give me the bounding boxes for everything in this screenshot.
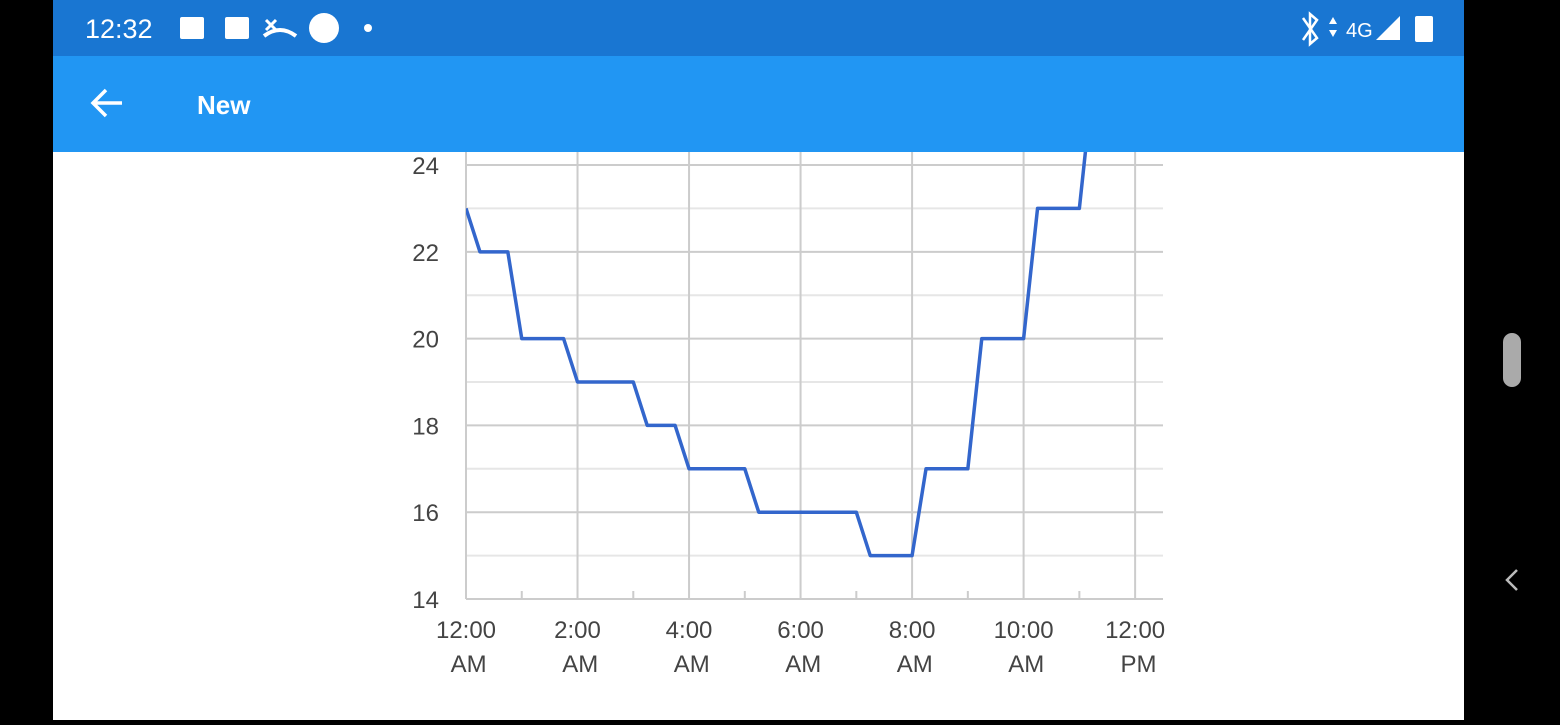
status-time: 12:32 [85, 14, 153, 44]
x-tick-label: 8:00 AM [889, 617, 936, 678]
y-tick-label: 20 [412, 327, 439, 354]
scroll-handle[interactable] [1503, 333, 1521, 387]
status-icons: 4G [180, 11, 1433, 47]
x-tick-label: 12:00 PM [1105, 617, 1165, 678]
status-bar [53, 0, 1464, 56]
y-tick-label: 14 [412, 587, 439, 614]
y-tick-label: 24 [412, 153, 439, 180]
x-tick-label: 2:00 AM [554, 617, 601, 678]
y-tick-label: 16 [412, 500, 439, 527]
x-tick-label: 6:00 AM [777, 617, 824, 678]
content [53, 152, 1464, 720]
x-tick-label: 12:00 AM [436, 617, 496, 678]
line-series [466, 152, 1088, 558]
nav-back[interactable] [1505, 569, 1518, 591]
chart: 14 16 18 20 22 24 12:00 AM 2:00 AM 4:00 AM 6:00 A… [412, 152, 1165, 678]
y-tick-label: 22 [412, 240, 439, 267]
y-tick-label: 18 [412, 413, 439, 440]
app-bar [53, 56, 1464, 152]
x-tick-label: 10:00 AM [994, 617, 1054, 678]
x-tick-label: 4:00 AM [666, 617, 713, 678]
app-title: New [197, 90, 251, 120]
back-button[interactable] [90, 88, 122, 118]
status-network: 4G [1346, 20, 1373, 42]
